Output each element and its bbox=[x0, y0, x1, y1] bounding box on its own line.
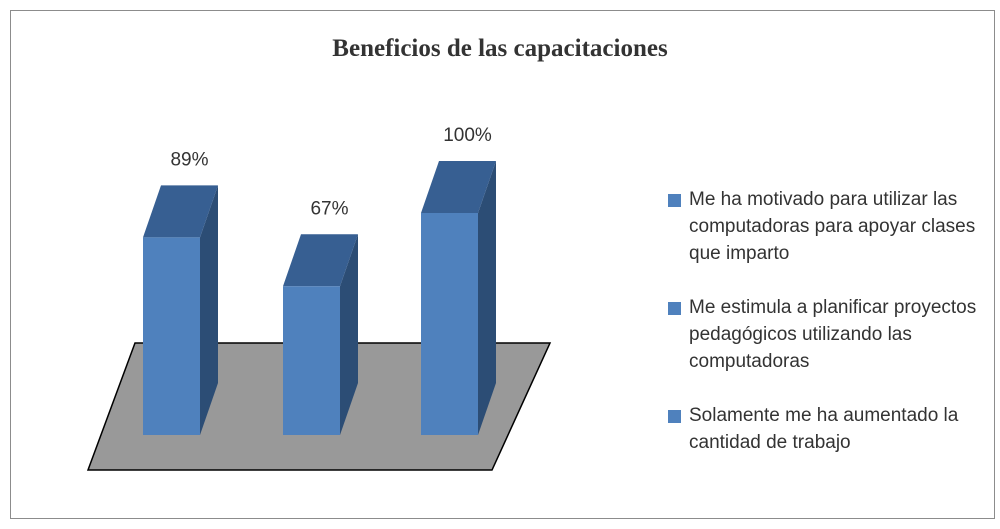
legend-swatch bbox=[668, 194, 681, 207]
legend-label: Solamente me ha aumentado la cantidad de… bbox=[689, 405, 959, 453]
legend-swatch bbox=[668, 410, 681, 423]
legend-label: Me estimula a planificar proyectos pedag… bbox=[689, 297, 977, 372]
value-label: 89% bbox=[170, 149, 208, 170]
legend-entry: Solamente me ha aumentado la cantidad de… bbox=[668, 402, 988, 456]
legend-label: Me ha motivado para utilizar las computa… bbox=[689, 189, 976, 264]
legend: Me ha motivado para utilizar las computa… bbox=[668, 186, 988, 483]
bar bbox=[283, 286, 340, 435]
value-label: 100% bbox=[443, 125, 492, 146]
bar-side bbox=[340, 234, 358, 435]
bar-top bbox=[143, 185, 218, 238]
chart-title: Beneficios de las capacitaciones bbox=[332, 35, 668, 62]
bar bbox=[421, 213, 478, 435]
legend-swatch bbox=[668, 302, 681, 315]
legend-entry: Me ha motivado para utilizar las computa… bbox=[668, 186, 988, 267]
bar-top bbox=[421, 161, 496, 213]
bar-side bbox=[200, 185, 218, 435]
bar-top bbox=[283, 234, 358, 287]
bar-side bbox=[478, 161, 496, 435]
legend-entry: Me estimula a planificar proyectos pedag… bbox=[668, 294, 988, 375]
bar bbox=[143, 237, 200, 435]
value-label: 67% bbox=[310, 198, 348, 219]
